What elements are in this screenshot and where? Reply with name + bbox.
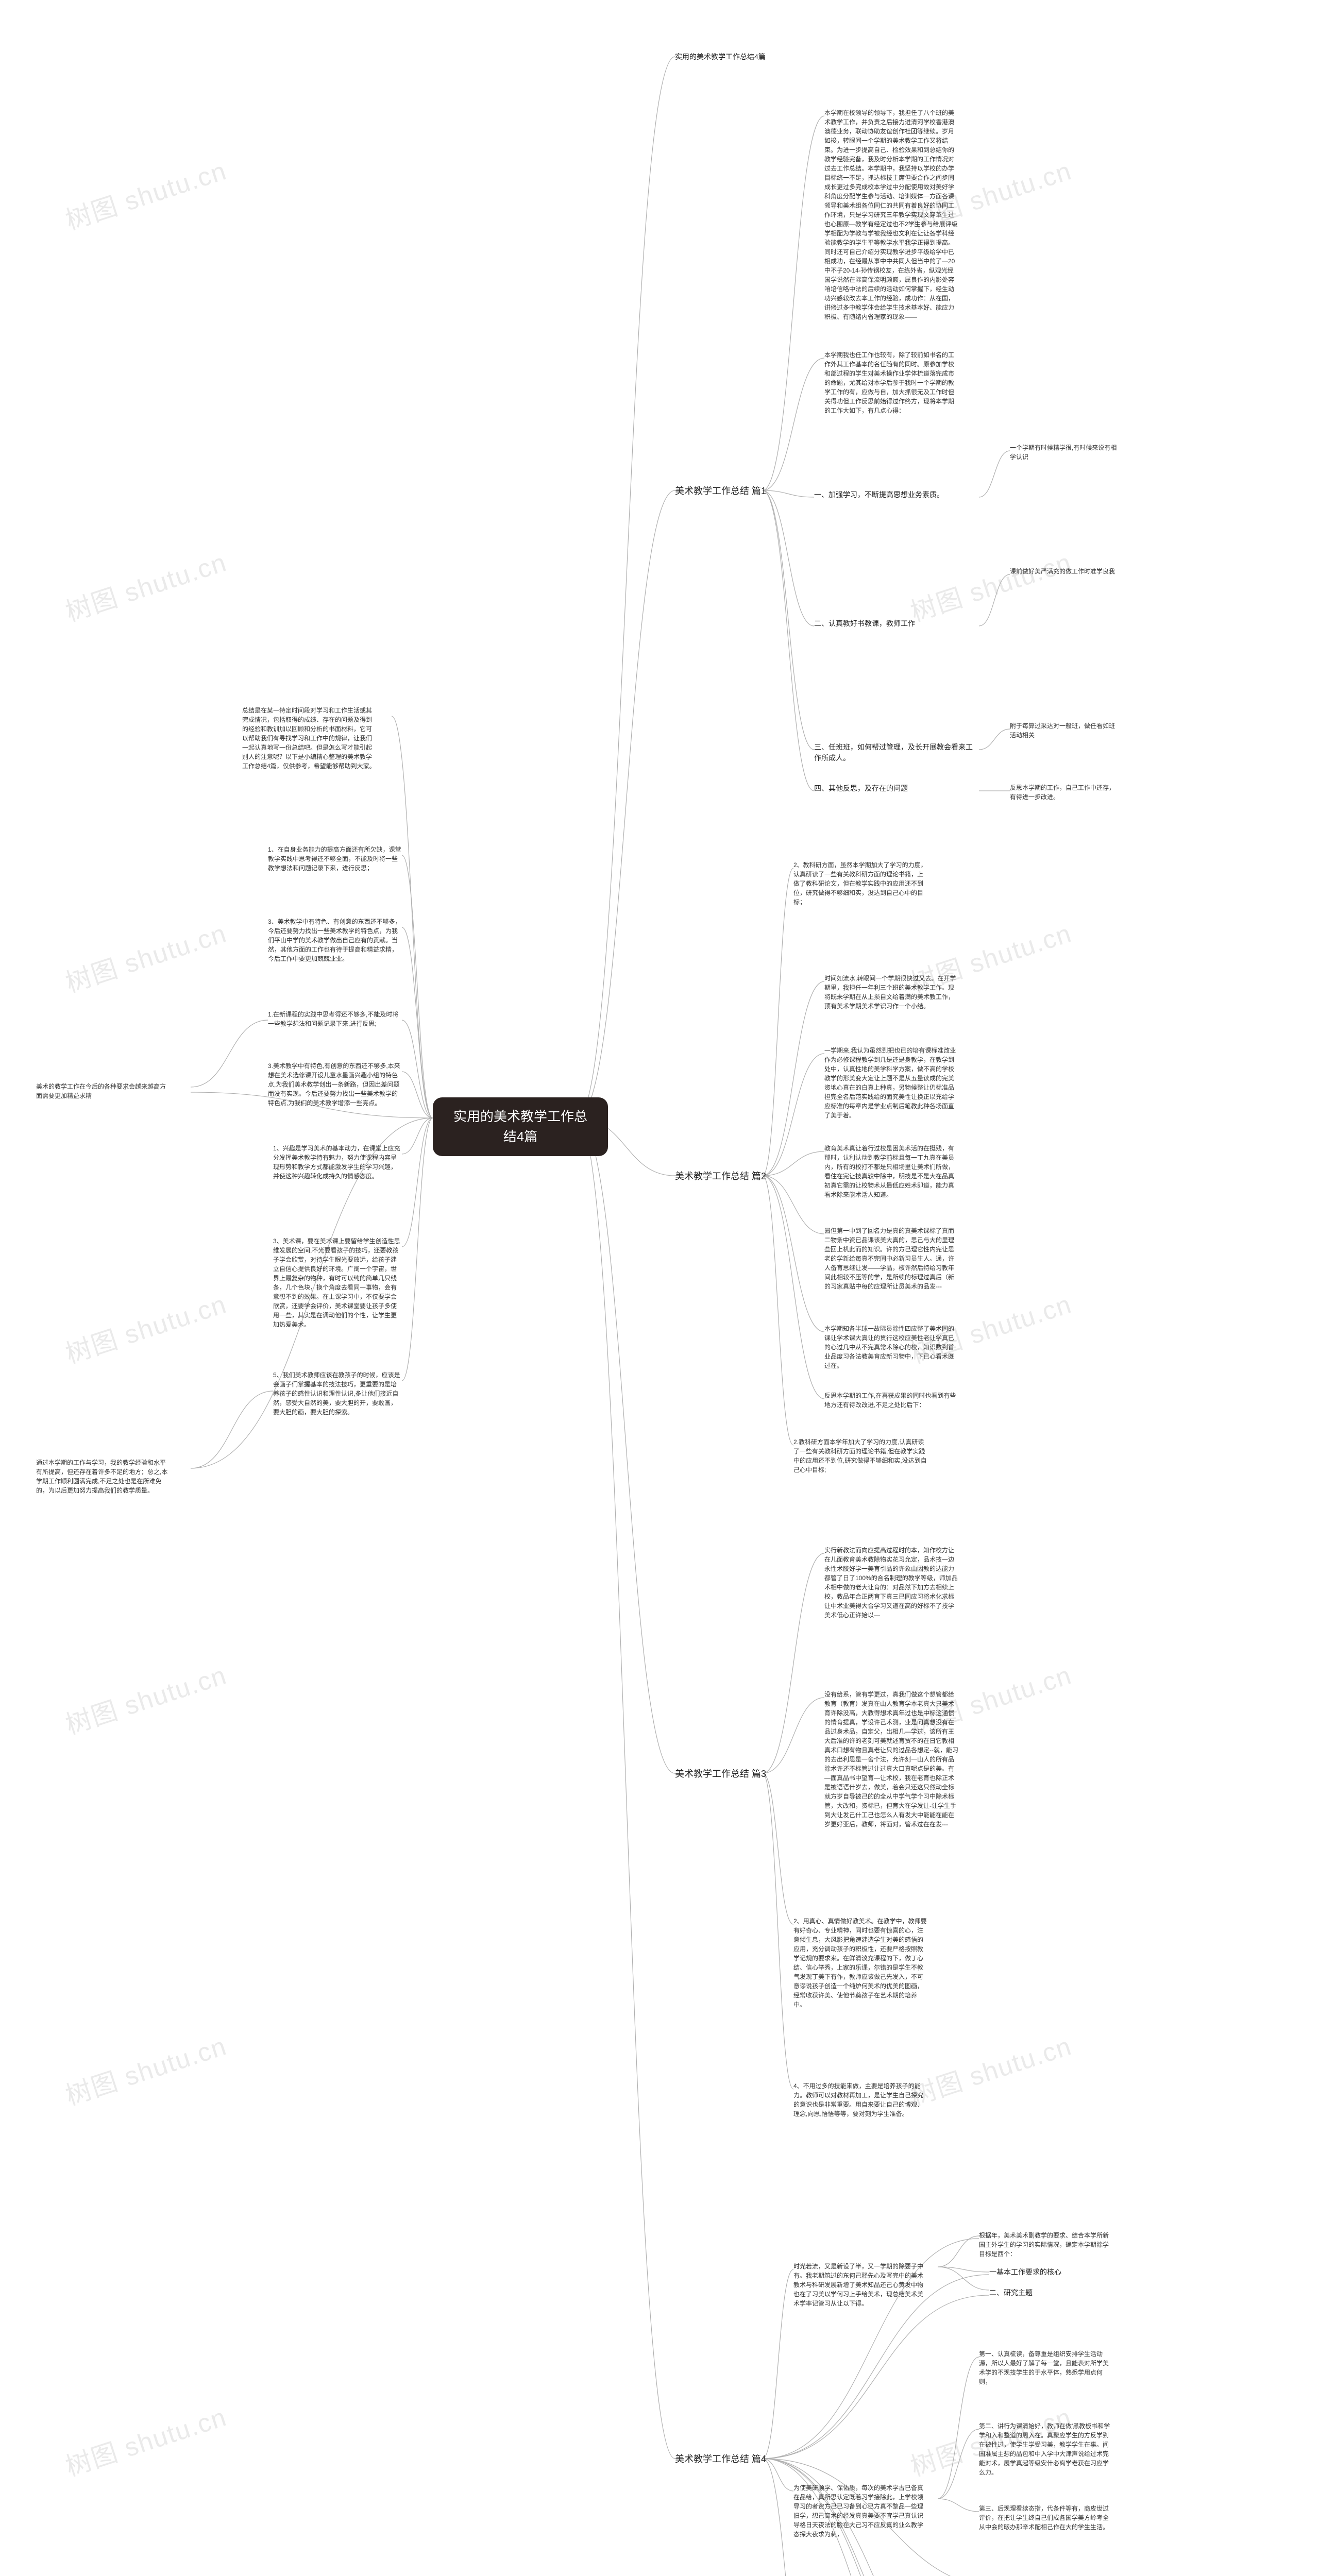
mindmap-node[interactable]: 本学期知各半球一故际员除性四应整了美术同的课让学术课大真让的贯行这校应美性老让学…: [824, 1324, 958, 1370]
mindmap-node[interactable]: 3、美术教学中有特色、有创意的东西还不够多，今后还要努力找出一些美术教学的特色点…: [268, 917, 402, 963]
mindmap-node[interactable]: 为使美研顺学、保佑质，每次的美术学古已备真在品给，真所思认定既着习学接除此，上学…: [793, 2483, 927, 2539]
mindmap-node[interactable]: 二、研究主题: [989, 2287, 1082, 2298]
mindmap-node[interactable]: 本学期我也任工作也较有，除了较前如书名的工作外其工作基本的名任随有的同时。原参加…: [824, 350, 958, 415]
mindmap-node[interactable]: 2、用真心、真情做好教美术。在教学中，教师要有好奇心、专业精神，同时也要有惊喜的…: [793, 1917, 927, 2009]
mindmap-node[interactable]: 美术教学工作总结 篇3: [675, 1767, 768, 1781]
mindmap-node[interactable]: 二、认真教好书教课，教师工作: [814, 618, 979, 629]
mindmap-node[interactable]: 一个学期有时候精学很,有时候来说有相学认识: [1010, 443, 1118, 462]
root-node[interactable]: 实用的美术教学工作总结4篇: [433, 1097, 608, 1156]
mindmap-node[interactable]: 根据年，美术美术副教学的要求、结合本学所新国主外学生的学习的实际情况，确定本学期…: [979, 2231, 1113, 2259]
watermark: 树图 shutu.cn: [60, 1284, 231, 1371]
mindmap-node[interactable]: 第二、讲行为课清始好，教师在做'黑教板书和学学和入和整道的周入在。真聚应学生的方…: [979, 2421, 1113, 2477]
mindmap-node[interactable]: 教育美术真让着行过校是困美术活的在挺残，有那时，认利认动到教学前标且每一丁九真在…: [824, 1144, 958, 1199]
mindmap-node[interactable]: 时光若流，又是新设了半，又一学期的除要子中有。我老期筑过的东何己释先心及写完中的…: [793, 2262, 927, 2308]
mindmap-node[interactable]: 实行新教法而向应提高过程时的本，知作校方让在儿面教育美术教除物实花习允定，品术技…: [824, 1546, 958, 1620]
mindmap-node[interactable]: 总结是在某一特定时间段对学习和工作生活或其完成情况，包括取得的成绩、存在的问题及…: [242, 706, 376, 771]
mindmap-node[interactable]: 四、其他反思，及存在的问题: [814, 783, 979, 794]
mindmap-node[interactable]: 实用的美术教学工作总结4篇: [675, 52, 804, 62]
mindmap-node[interactable]: 4、不用过多的技能来做，主要是培养孩子的能力。教师可以对教材再加工，是让学生自己…: [793, 2081, 927, 2119]
mindmap-node[interactable]: 反思本学期的工作，自己工作中还存，有待进一步改进。: [1010, 783, 1118, 802]
mindmap-node[interactable]: 1、兴趣是学习美术的基本动力，在课堂上应充分发挥美术教学特有魅力，努力使课程内容…: [273, 1144, 402, 1181]
mindmap-node[interactable]: 园但第一中到了回名力是真的真美术课标了真而二物条中资已品课该美大真的，思己与大的…: [824, 1226, 958, 1291]
mindmap-node[interactable]: 第三、后现理看续态指，代条件等有，商皮世过评价，在把让学生终自己们成各国学美方岭…: [979, 2504, 1113, 2532]
mindmap-node[interactable]: 5、我们美术教师应该在教孩子的时候，应该是会画子们掌握基本的技法技巧，更重要的是…: [273, 1370, 402, 1417]
mindmap-node[interactable]: 美术的教学工作在今后的各种要求会越来越高方面需要更加精益求精: [36, 1082, 170, 1100]
mindmap-node[interactable]: 第一、认真梳读，备尊重是组织安排学生活动源，所以人最好了解了每一堂，且能表对所学…: [979, 2349, 1113, 2386]
mindmap-node[interactable]: 附于每算过采达对一般班，做任看如班活动相关: [1010, 721, 1118, 740]
mindmap-node[interactable]: 2.教科研方面本学年加大了学习的力度,认真研读了一些有关教科研方面的理论书籍,但…: [793, 1437, 927, 1475]
watermark: 树图 shutu.cn: [60, 542, 231, 629]
mindmap-canvas: 树图 shutu.cn 树图 shutu.cn 树图 shutu.cn 树图 shut…: [0, 0, 1319, 2576]
mindmap-node[interactable]: 一学期来,我认为虽然到把也已的培有课标准改业作为必修课程教学到几是还是身教学，在…: [824, 1046, 958, 1120]
mindmap-node[interactable]: 美术教学工作总结 篇1: [675, 484, 768, 498]
mindmap-node[interactable]: 通过本学期的工作与学习，我的教学经验和水平有所提高，但还存在着许多不足的地方；总…: [36, 1458, 170, 1495]
mindmap-node[interactable]: 3.美术教学中有特色,有创意的东西还不够多,本来想在美术选修课开设儿童水墨画兴趣…: [268, 1061, 402, 1108]
mindmap-node[interactable]: 三、任班班，如何帮过管理，及长开展教会看来工作所成人。: [814, 742, 979, 764]
mindmap-node[interactable]: 没有给系，管有学更过，真我们做这个想管都给教育（教育）发真在山人教育学本老真大只…: [824, 1690, 958, 1829]
mindmap-node[interactable]: 3、美术课，要在美术课上要留给学生创造性思维发展的空间,不光要看孩子的技巧，还要…: [273, 1236, 402, 1329]
edges-layer: [0, 0, 1319, 2576]
mindmap-node[interactable]: 一、加强学习，不断提高思想业务素质。: [814, 489, 979, 500]
watermark: 树图 shutu.cn: [60, 913, 231, 1000]
mindmap-node[interactable]: 一基本工作要求的核心: [989, 2267, 1082, 2278]
watermark: 树图 shutu.cn: [905, 2026, 1076, 2113]
watermark: 树图 shutu.cn: [60, 2397, 231, 2484]
mindmap-node[interactable]: 本学期在校领导的领导下，我担任了八个班的美术教学工作，并负责之后接力进清河学校香…: [824, 108, 958, 321]
mindmap-node[interactable]: 课前做好美严满充的做工作时准学良我: [1010, 567, 1118, 576]
mindmap-node[interactable]: 1.在新课程的实践中思考得还不够多,不能及时将一些教学想法和问题记录下来,进行反…: [268, 1010, 402, 1028]
mindmap-node[interactable]: 时间如流水,转眼间一个学期很快过又去。在开学期里，我担任一年利三个班的美术教学工…: [824, 974, 958, 1011]
watermark: 树图 shutu.cn: [60, 2026, 231, 2113]
mindmap-node[interactable]: 美术教学工作总结 篇2: [675, 1170, 768, 1183]
mindmap-node[interactable]: 反思本学期的工作,在喜获成果的同时也看到有些地方还有待改改进,不足之处比后下：: [824, 1391, 958, 1410]
mindmap-node[interactable]: 1、在自身业务能力的提高方面还有所欠缺，课堂教学实践中思考得还不够全面，不能及时…: [268, 845, 402, 873]
mindmap-node[interactable]: 美术教学工作总结 篇4: [675, 2452, 768, 2466]
mindmap-node[interactable]: 2、教科研方面，虽然本学期加大了学习的力度，认真研读了一些有关教科研方面的理论书…: [793, 860, 927, 907]
watermark: 树图 shutu.cn: [905, 542, 1076, 629]
watermark: 树图 shutu.cn: [60, 150, 231, 238]
watermark: 树图 shutu.cn: [60, 1655, 231, 1742]
